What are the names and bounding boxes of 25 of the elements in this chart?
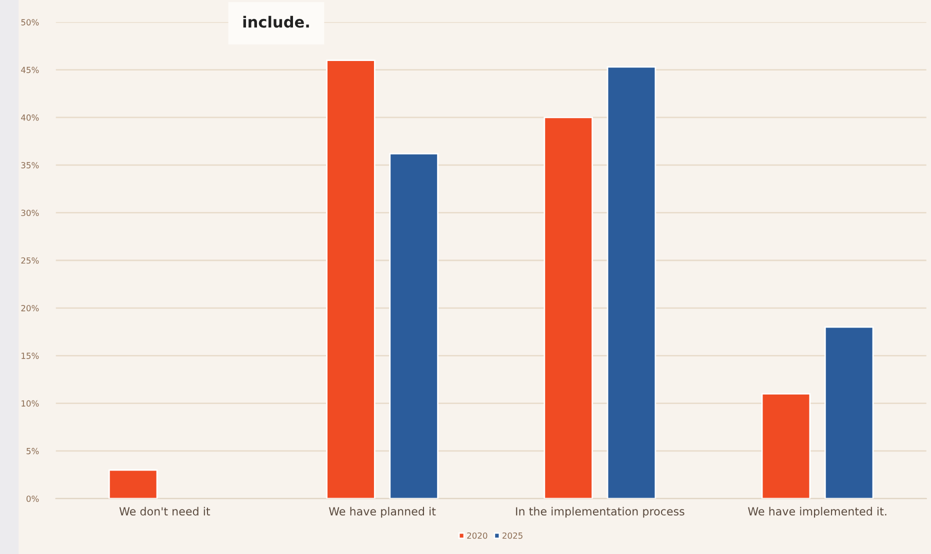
bar [824,326,874,499]
y-tick-label: 45% [21,66,39,74]
y-tick-label: 40% [21,114,39,121]
y-tick-label: 25% [21,257,39,264]
y-tick-label: 35% [21,162,39,168]
bar [761,393,811,499]
y-tick-label: 15% [22,352,39,359]
y-tick-label: 20% [21,305,39,312]
x-tick-label: We have planned it [328,506,436,518]
bar [606,66,656,499]
legend-label: 2025 [502,532,522,539]
bar [326,60,376,499]
x-tick-label: In the implementation process [516,506,684,518]
y-tick-label: 50% [21,19,39,26]
y-tick-label: 5% [26,448,39,454]
x-tick-label: We have implemented it. [748,506,886,518]
y-tick-label: 30% [21,210,39,216]
y-tick-label: 10% [22,400,39,407]
y-tick-label: 0% [26,496,39,502]
x-tick-label: We don't need it [119,506,210,516]
bar [544,116,593,499]
bar [389,152,438,499]
bar [108,469,158,499]
annotation: include. [243,16,309,28]
legend-label: 2020 [467,532,488,539]
